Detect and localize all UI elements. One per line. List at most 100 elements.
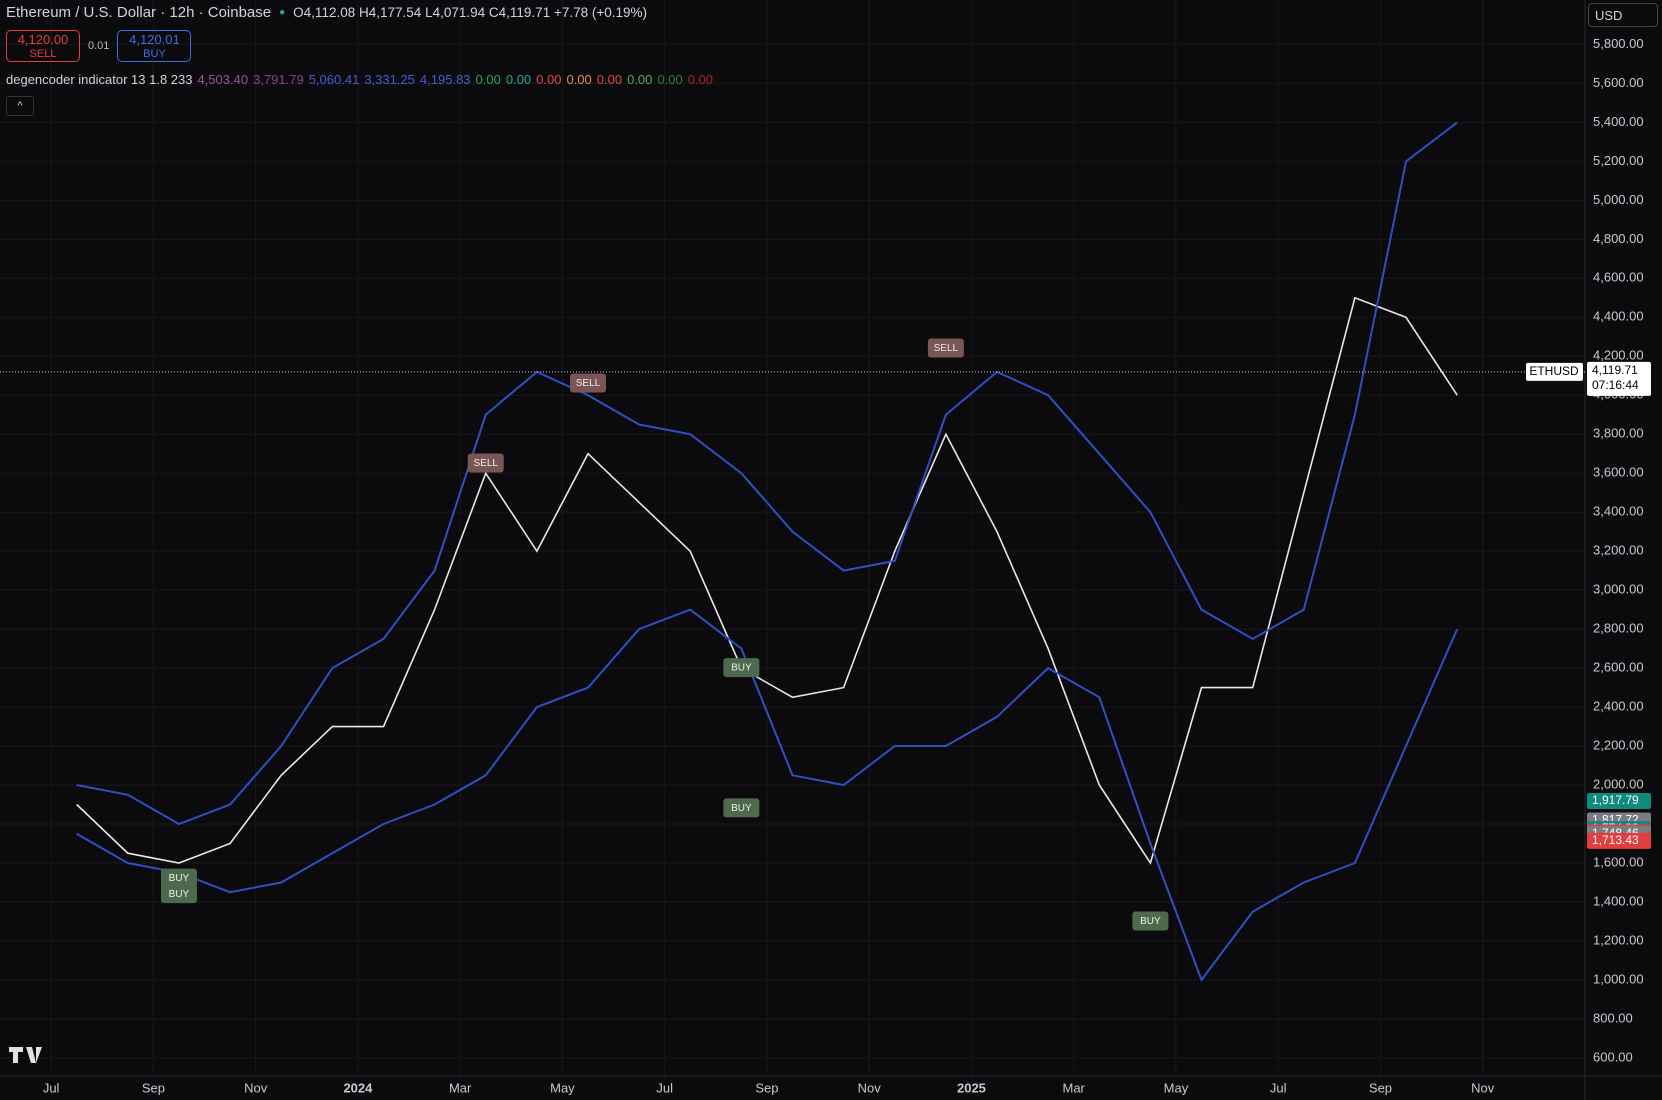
y-tick-label: 800.00 xyxy=(1593,1010,1633,1025)
x-tick-label: Jul xyxy=(43,1080,60,1095)
indicator-value: 0.00 xyxy=(505,72,532,87)
signal-label: SELL xyxy=(576,378,601,389)
trade-buttons: 4,120.00 SELL 0.01 4,120.01 BUY xyxy=(6,30,192,62)
y-tick-label: 2,800.00 xyxy=(1593,621,1644,636)
y-tick-label: 5,000.00 xyxy=(1593,192,1644,207)
low: L4,071.94 xyxy=(425,5,486,20)
signal-label: BUY xyxy=(169,889,190,900)
y-tick-label: 4,600.00 xyxy=(1593,270,1644,285)
symbol-title[interactable]: Ethereum / U.S. Dollar · 12h · Coinbase xyxy=(6,4,272,21)
signal-badge xyxy=(927,338,964,358)
indicator-value: 3,331.25 xyxy=(364,72,415,87)
y-tick-label: 5,800.00 xyxy=(1593,36,1644,51)
y-tick-label: 4,800.00 xyxy=(1593,231,1644,246)
high: H4,177.54 xyxy=(359,5,422,20)
y-tick-label: 5,600.00 xyxy=(1593,75,1644,90)
y-tick-label: 1,400.00 xyxy=(1593,893,1644,908)
sell-button[interactable]: 4,120.00 SELL xyxy=(6,30,80,62)
buy-label: BUY xyxy=(143,48,166,60)
price-tag xyxy=(1587,832,1651,849)
signal-badge xyxy=(160,884,197,904)
signal-badge xyxy=(569,373,606,393)
x-tick-label: 2025 xyxy=(957,1080,986,1095)
signal-label: BUY xyxy=(731,803,752,814)
y-tick-label: 1,000.00 xyxy=(1593,971,1644,986)
price-tag xyxy=(1587,793,1651,810)
open: O4,112.08 xyxy=(293,5,356,20)
spread: 0.01 xyxy=(88,40,110,52)
buy-button[interactable]: 4,120.01 BUY xyxy=(117,30,192,62)
y-tick-label: 5,200.00 xyxy=(1593,153,1644,168)
ohlc: O4,112.08 H4,177.54 L4,071.94 C4,119.71 … xyxy=(293,5,647,20)
indicator-value: 4,503.40 xyxy=(197,72,249,87)
y-tick-label: 5,400.00 xyxy=(1593,114,1644,129)
sell-label: SELL xyxy=(29,48,57,60)
y-tick-label: 4,400.00 xyxy=(1593,309,1644,324)
x-tick-label: Sep xyxy=(755,1080,778,1095)
indicator-value: 0.00 xyxy=(657,72,683,87)
indicator-value: 0.00 xyxy=(627,72,653,87)
countdown: 07:16:44 xyxy=(1592,378,1639,392)
signal-badge xyxy=(467,453,504,473)
x-tick-label: 2024 xyxy=(343,1080,373,1095)
change: +7.78 (+0.19%) xyxy=(553,5,648,20)
last-price-tag xyxy=(1587,361,1651,396)
x-tick-label: May xyxy=(550,1080,575,1095)
y-tick-label: 600.00 xyxy=(1593,1049,1633,1064)
currency-select[interactable]: USD xyxy=(1588,3,1658,27)
x-tick-label: Nov xyxy=(858,1080,882,1095)
collapse-button[interactable]: ^ xyxy=(6,96,34,116)
indicator-value: 0.00 xyxy=(596,72,623,87)
signal-label: SELL xyxy=(473,458,498,469)
indicator-name[interactable]: degencoder indicator 13 1.8 233 xyxy=(6,72,193,87)
x-tick-label: May xyxy=(1164,1080,1189,1095)
price-tag-label: 1,917.79 xyxy=(1592,793,1639,807)
signal-badge xyxy=(160,868,197,888)
tv-logo xyxy=(9,1047,42,1063)
signal-label: BUY xyxy=(1140,916,1161,927)
y-tick-label: 2,600.00 xyxy=(1593,660,1644,675)
price-line xyxy=(76,296,1458,865)
x-tick-label: Jul xyxy=(1270,1080,1287,1095)
y-tick-label: 2,400.00 xyxy=(1593,699,1644,714)
signal-label: BUY xyxy=(731,663,752,674)
y-tick-label: 2,200.00 xyxy=(1593,737,1644,752)
y-tick-label: 3,600.00 xyxy=(1593,465,1644,480)
y-tick-label: 3,400.00 xyxy=(1593,504,1644,519)
indicator-value: 3,791.79 xyxy=(253,72,304,87)
indicator-legend: degencoder indicator 13 1.8 233 4,503.40 3… xyxy=(6,72,718,87)
indicator-value: 5,060.41 xyxy=(308,72,360,87)
y-tick-label: 3,200.00 xyxy=(1593,543,1644,558)
x-tick-label: Mar xyxy=(1063,1080,1086,1095)
y-tick-label: 2,000.00 xyxy=(1593,776,1644,791)
signal-badge xyxy=(723,798,760,818)
x-tick-label: Sep xyxy=(142,1080,165,1095)
indicator-value: 4,195.83 xyxy=(419,72,471,87)
sell-price: 4,120.00 xyxy=(17,32,69,47)
x-tick-label: Nov xyxy=(244,1080,268,1095)
y-tick-label: 1,600.00 xyxy=(1593,854,1644,869)
band-line xyxy=(76,608,1459,982)
y-tick-label: 3,800.00 xyxy=(1593,426,1644,441)
indicator-value: 0.00 xyxy=(536,72,562,87)
indicator-value: 0.00 xyxy=(475,72,501,87)
x-tick-label: Sep xyxy=(1369,1080,1392,1095)
x-tick-label: Nov xyxy=(1471,1080,1495,1095)
indicator-value: 0.00 xyxy=(566,72,592,87)
symbol-tag xyxy=(1526,362,1583,381)
close: C4,119.71 xyxy=(488,5,551,20)
signal-label: BUY xyxy=(169,873,190,884)
y-tick-label: 3,000.00 xyxy=(1593,582,1644,597)
x-tick-label: Mar xyxy=(449,1080,472,1095)
signal-badge xyxy=(723,658,760,678)
indicator-value: 0.00 xyxy=(687,72,714,87)
status-dot: ● xyxy=(279,7,286,18)
price-tag-label: 1,713.43 xyxy=(1592,833,1639,847)
y-tick-label: 1,200.00 xyxy=(1593,932,1644,947)
x-tick-label: Jul xyxy=(656,1080,673,1095)
signal-label: SELL xyxy=(934,343,959,354)
y-tick-label: 4,200.00 xyxy=(1593,348,1644,363)
last-price-label: 4,119.71 xyxy=(1592,363,1638,377)
